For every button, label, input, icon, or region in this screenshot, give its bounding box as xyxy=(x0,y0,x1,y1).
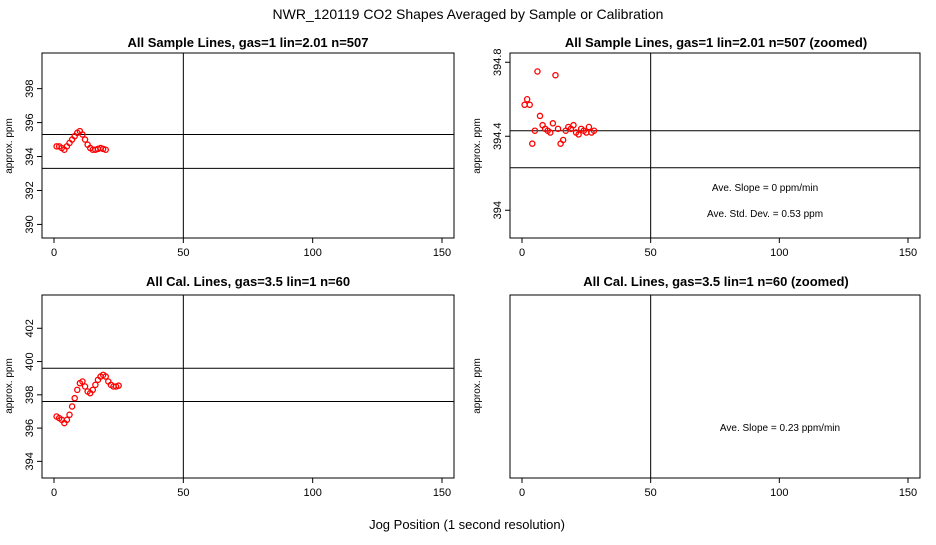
figure-title: NWR_120119 CO2 Shapes Averaged by Sample… xyxy=(273,6,664,22)
y-ticks: 390 392 394 396 398 xyxy=(24,79,42,234)
panel-sample: All Sample Lines, gas=1 lin=2.01 n=507 a… xyxy=(4,35,455,259)
y-tick-label: 398 xyxy=(24,79,36,97)
panel-cal-zoomed: All Cal. Lines, gas=3.5 lin=1 n=60 (zoom… xyxy=(472,274,921,499)
y-tick-label: 398 xyxy=(24,386,36,404)
x-axis-label: Jog Position (1 second resolution) xyxy=(369,517,565,532)
y-tick-label: 390 xyxy=(24,215,36,233)
y-axis-label: approx. ppm xyxy=(472,358,483,414)
data-point xyxy=(79,131,86,138)
panel-sample-zoomed: All Sample Lines, gas=1 lin=2.01 n=507 (… xyxy=(472,35,921,259)
data-point xyxy=(575,131,582,138)
data-point xyxy=(559,136,567,144)
panel-title: All Sample Lines, gas=1 lin=2.01 n=507 xyxy=(128,35,369,50)
data-point xyxy=(529,140,536,147)
x-tick-label: 50 xyxy=(177,487,189,499)
data-point xyxy=(115,382,122,389)
x-tick-label: 150 xyxy=(433,247,451,259)
y-tick-label: 400 xyxy=(24,352,36,370)
panel-title: All Cal. Lines, gas=3.5 lin=1 n=60 xyxy=(146,274,350,289)
data-point xyxy=(585,123,593,131)
data-point xyxy=(590,127,598,134)
data-point xyxy=(79,378,86,385)
y-axis-label: approx. ppm xyxy=(4,118,15,174)
x-ticks: 0 50 100 150 xyxy=(519,238,917,259)
x-tick-label: 50 xyxy=(645,487,657,499)
x-tick-label: 150 xyxy=(899,487,917,499)
data-point xyxy=(521,101,528,109)
slope-annotation: Ave. Slope = 0.23 ppm/min xyxy=(720,423,840,434)
y-tick-label: 394 xyxy=(24,452,36,470)
plot-frame xyxy=(41,294,455,479)
data-point xyxy=(68,403,76,410)
panel-title: All Sample Lines, gas=1 lin=2.01 n=507 (… xyxy=(565,35,867,50)
y-tick-label: 396 xyxy=(24,419,36,437)
data-point xyxy=(534,68,541,75)
x-tick-label: 150 xyxy=(899,247,917,259)
x-tick-label: 0 xyxy=(519,487,525,499)
y-tick-label: 394.4 xyxy=(492,122,504,150)
data-point xyxy=(92,381,99,389)
data-point xyxy=(531,127,539,134)
data-point xyxy=(102,146,109,153)
data-point xyxy=(570,121,577,129)
y-axis-label: approx. ppm xyxy=(472,118,483,174)
stddev-annotation: Ave. Std. Dev. = 0.53 ppm xyxy=(707,209,823,220)
plot-frame xyxy=(41,52,455,239)
panel-title: All Cal. Lines, gas=3.5 lin=1 n=60 (zoom… xyxy=(583,274,849,289)
data-point xyxy=(536,112,544,120)
data-points xyxy=(53,127,109,153)
data-points xyxy=(521,68,598,147)
data-point xyxy=(552,71,559,79)
y-tick-label: 392 xyxy=(24,181,36,199)
x-ticks: 0 50 100 150 xyxy=(519,478,917,499)
data-point xyxy=(549,120,557,127)
data-point xyxy=(526,101,533,109)
x-tick-label: 50 xyxy=(645,247,657,259)
data-point xyxy=(81,136,89,143)
annotations: Ave. Slope = 0 ppm/min Ave. Std. Dev. = … xyxy=(707,183,823,220)
y-axis-label: approx. ppm xyxy=(4,358,15,414)
x-tick-label: 0 xyxy=(519,247,525,259)
x-ticks: 0 50 100 150 xyxy=(51,478,451,499)
data-point xyxy=(89,386,97,394)
data-point xyxy=(102,373,109,380)
data-point xyxy=(81,383,89,390)
x-tick-label: 0 xyxy=(51,247,57,259)
x-tick-label: 100 xyxy=(770,487,788,499)
data-point xyxy=(66,411,73,419)
y-tick-label: 394 xyxy=(24,147,36,165)
y-ticks: 394 396 398 400 402 xyxy=(24,319,42,471)
slope-annotation: Ave. Slope = 0 ppm/min xyxy=(712,183,818,194)
y-tick-label: 394 xyxy=(492,201,504,219)
x-tick-label: 100 xyxy=(303,247,321,259)
annotations: Ave. Slope = 0.23 ppm/min xyxy=(720,423,840,434)
x-ticks: 0 50 100 150 xyxy=(51,238,451,259)
reference-lines xyxy=(42,53,454,238)
plot-frame xyxy=(509,52,921,239)
y-tick-label: 396 xyxy=(24,113,36,131)
plot-frame xyxy=(509,294,921,479)
x-tick-label: 100 xyxy=(303,487,321,499)
data-point xyxy=(547,129,554,136)
y-ticks: 394 394.4 394.8 xyxy=(492,48,510,219)
y-tick-label: 402 xyxy=(24,319,36,337)
data-points xyxy=(53,371,122,427)
data-point xyxy=(74,386,81,394)
x-tick-label: 0 xyxy=(51,487,57,499)
x-tick-label: 100 xyxy=(770,247,788,259)
data-point xyxy=(554,125,562,133)
data-point xyxy=(71,394,78,402)
x-tick-label: 50 xyxy=(177,247,189,259)
panel-cal: All Cal. Lines, gas=3.5 lin=1 n=60 appro… xyxy=(4,274,455,499)
reference-lines xyxy=(42,295,454,478)
data-point xyxy=(523,96,531,103)
y-tick-label: 394.8 xyxy=(492,48,504,76)
data-point xyxy=(63,416,71,424)
x-tick-label: 150 xyxy=(433,487,451,499)
